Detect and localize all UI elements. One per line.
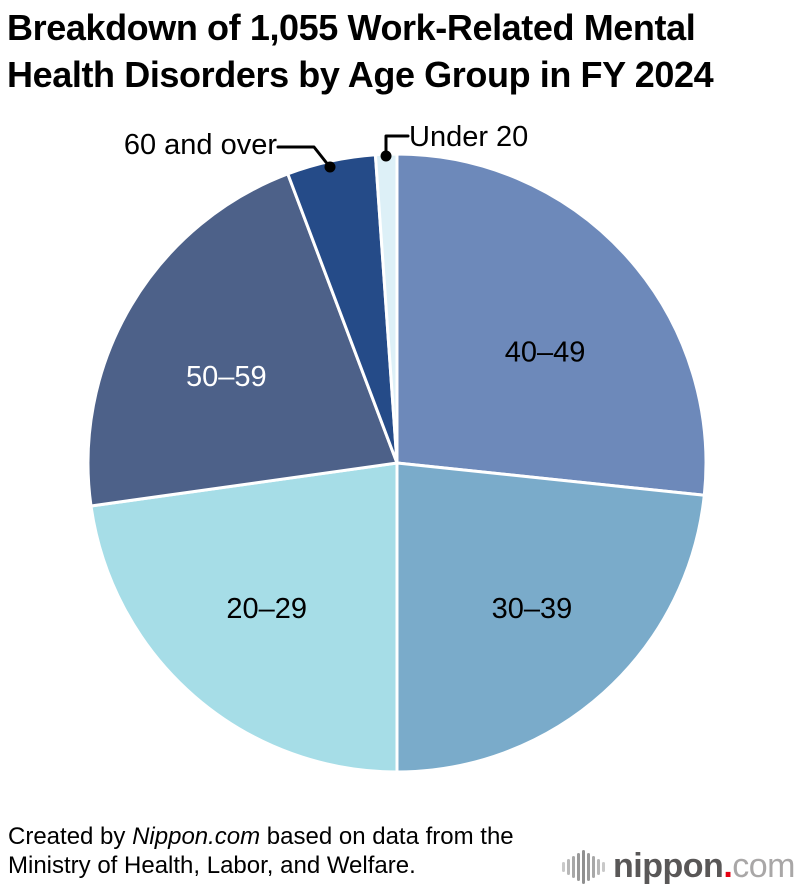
pie-slice-0 <box>395 152 708 497</box>
pie-label-1: 30–39 <box>492 593 573 625</box>
chart-title-line1: Breakdown of 1,055 Work-Related Mental <box>7 7 696 48</box>
callout-leaders-group <box>276 134 410 173</box>
pie-slice-1 <box>395 461 706 774</box>
logo-dot: . <box>723 847 733 885</box>
soundwave-bars-icon <box>562 849 606 884</box>
pie-slice-2 <box>89 461 399 774</box>
pie-label-60-and-over: 60 and over <box>123 129 277 161</box>
logo-name: nippon <box>613 847 724 885</box>
credit-source: Nippon.com <box>132 823 261 850</box>
callout-dot-under-20 <box>380 150 392 162</box>
pie-label-3: 50–59 <box>186 361 267 393</box>
logo-tld: com <box>732 847 795 885</box>
credit-suffix: based on data from the <box>260 823 514 850</box>
source-credit-line1: Created by Nippon.com based on data from… <box>8 822 514 851</box>
chart-title: Breakdown of 1,055 Work-Related Mental H… <box>7 4 714 98</box>
callout-leader-under-20 <box>384 134 410 153</box>
nippon-logo-text: nippon.com <box>613 847 795 886</box>
pie-slices-group <box>86 152 708 774</box>
credit-prefix: Created by <box>8 823 133 850</box>
callout-dot-60-and-over <box>324 161 336 173</box>
pie-label-2: 20–29 <box>226 593 307 625</box>
chart-title-line2: Health Disorders by Age Group in FY 2024 <box>7 54 714 95</box>
pie-label-0: 40–49 <box>505 337 586 369</box>
source-credit-line2: Ministry of Health, Labor, and Welfare. <box>8 852 416 879</box>
pie-inner-labels-group: 40–49 30–39 20–29 50–59 <box>186 337 585 625</box>
nippon-logo: nippon.com <box>562 847 795 886</box>
source-credit: Created by Nippon.com based on data from… <box>8 822 514 880</box>
callout-leader-60-and-over <box>276 145 331 168</box>
pie-slice-3 <box>86 172 399 508</box>
pie-label-under-20: Under 20 <box>409 121 529 153</box>
